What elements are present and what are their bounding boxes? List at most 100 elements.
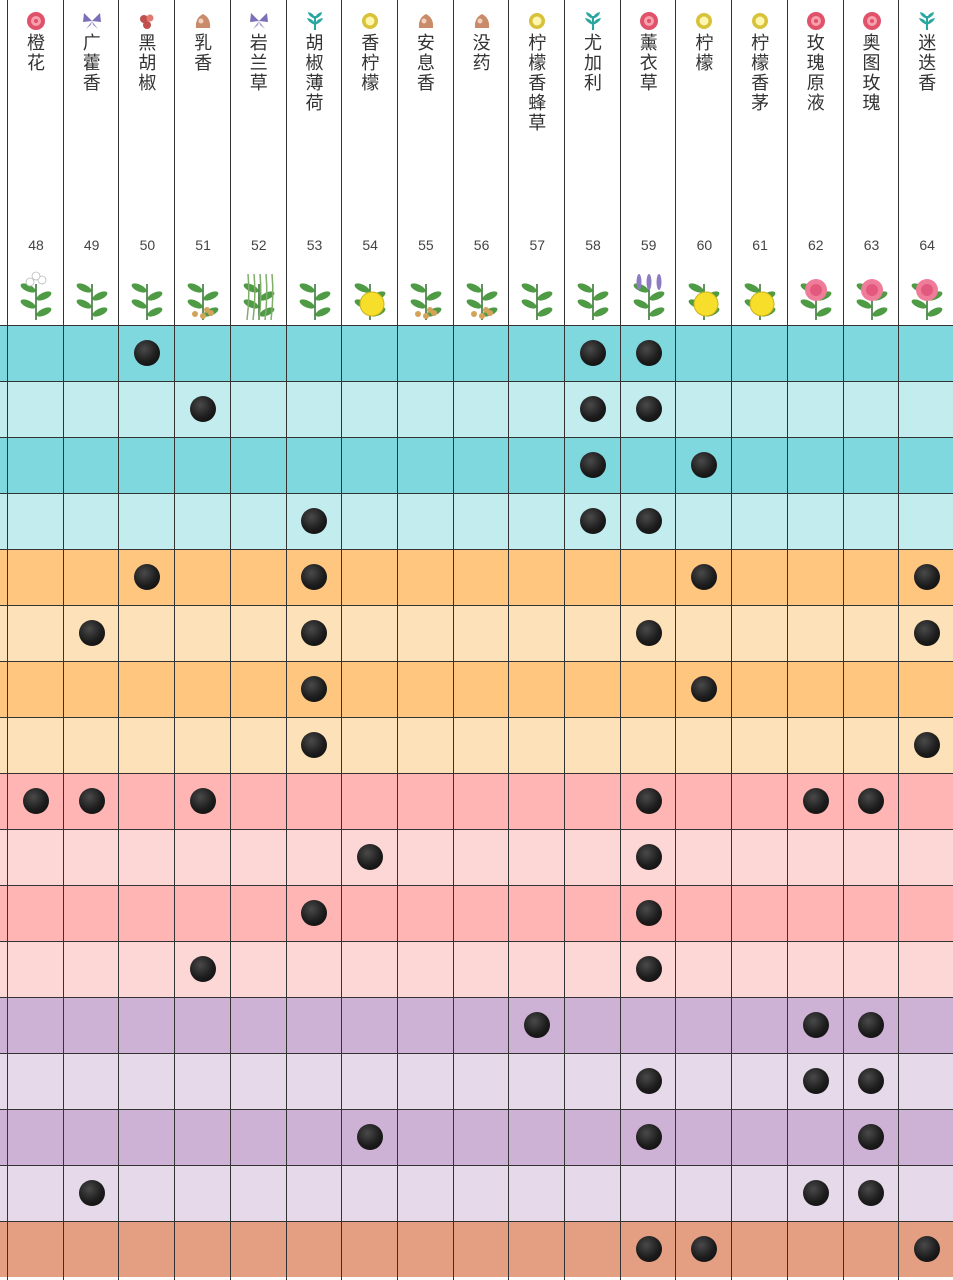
column-header: 岩兰草 52 <box>231 0 287 325</box>
indicator-dot <box>858 1180 885 1206</box>
butterfly-icon <box>81 10 103 32</box>
column-divider <box>619 0 621 1280</box>
myrrh-illustration <box>460 270 504 322</box>
column-header: 橙花 48 <box>8 0 64 325</box>
indicator-dot <box>357 844 384 870</box>
column-divider <box>675 0 677 1280</box>
oil-number: 50 <box>139 237 156 253</box>
indicator-dot <box>357 1124 384 1150</box>
table-row <box>0 1221 953 1277</box>
indicator-dot <box>914 1236 941 1262</box>
oil-number: 63 <box>863 237 880 253</box>
column-header: 安息香 55 <box>398 0 454 325</box>
indicator-dot <box>802 1068 829 1094</box>
indicator-dot <box>134 564 161 590</box>
indicator-dot <box>579 396 606 422</box>
indicator-dot <box>78 620 105 646</box>
indicator-dot <box>635 396 662 422</box>
oil-number: 48 <box>28 237 44 253</box>
oil-name: 柠檬香茅 <box>751 33 770 114</box>
indicator-dot <box>635 340 662 366</box>
indicator-dot <box>301 900 328 926</box>
patchouli-illustration <box>70 270 114 322</box>
rosemary-illustration <box>905 270 949 322</box>
table-row <box>0 773 953 829</box>
column-header: 玫瑰原液 62 <box>788 0 844 325</box>
frankincense-illustration <box>181 270 225 322</box>
table-row <box>0 885 953 941</box>
oil-name: 安息香 <box>416 33 435 94</box>
rose-absolute-illustration <box>794 270 838 322</box>
citrus-icon <box>749 10 771 32</box>
column-divider <box>7 0 8 1280</box>
indicator-dot <box>301 732 328 758</box>
oil-number: 64 <box>919 237 935 253</box>
oil-name: 柠檬 <box>695 33 714 74</box>
butterfly-icon <box>248 10 270 32</box>
oil-name: 广藿香 <box>82 33 101 94</box>
column-divider <box>229 0 231 1280</box>
indicator-dot <box>301 508 328 534</box>
indicator-dot <box>691 676 718 702</box>
indicator-dot <box>189 396 216 422</box>
indicator-dot <box>635 844 662 870</box>
lavender-illustration <box>627 270 671 322</box>
indicator-dot <box>635 956 662 982</box>
eucalyptus-illustration <box>571 270 615 322</box>
neroli-illustration <box>14 270 58 322</box>
oil-name: 奥图玫瑰 <box>862 33 881 114</box>
column-divider <box>341 0 343 1280</box>
leaf-icon <box>304 10 326 32</box>
indicator-dot <box>635 1124 662 1150</box>
column-divider <box>731 0 733 1280</box>
oil-name: 玫瑰原液 <box>806 33 825 114</box>
table-row <box>0 1165 953 1221</box>
column-divider <box>118 0 120 1280</box>
oil-name: 没药 <box>472 33 491 74</box>
column-header: 尤加利 58 <box>565 0 621 325</box>
column-divider <box>898 0 900 1280</box>
table-row <box>0 437 953 493</box>
indicator-dot <box>635 900 662 926</box>
indicator-dot <box>691 564 718 590</box>
oil-number: 58 <box>585 237 601 253</box>
leaf-icon <box>582 10 604 32</box>
column-header: 广藿香 49 <box>64 0 120 325</box>
indicator-dot <box>802 1180 829 1206</box>
peppermint-illustration <box>293 270 337 322</box>
oil-number: 49 <box>83 237 100 253</box>
indicator-dot <box>858 1068 885 1094</box>
rose-otto-illustration <box>850 270 894 322</box>
oil-number: 56 <box>473 237 490 253</box>
column-divider <box>62 0 64 1280</box>
rose-icon <box>25 10 47 32</box>
table-row <box>0 1109 953 1165</box>
table-row <box>0 493 953 549</box>
table-row <box>0 1053 953 1109</box>
indicator-dot <box>914 732 941 758</box>
oil-number: 60 <box>696 237 713 253</box>
indicator-dot <box>579 452 606 478</box>
oil-number: 59 <box>640 237 657 253</box>
leaf-icon <box>916 10 938 32</box>
column-divider <box>564 0 565 1280</box>
column-divider <box>786 0 788 1280</box>
oil-name: 橙花 <box>27 33 45 74</box>
vetiver-illustration <box>237 270 281 322</box>
indicator-dot <box>635 1068 662 1094</box>
indicator-dot <box>858 1012 885 1038</box>
oil-name: 薰衣草 <box>639 33 658 94</box>
indicator-dot <box>802 788 829 814</box>
column-header: 迷迭香 64 <box>899 0 953 325</box>
oil-name: 黑胡椒 <box>138 33 157 94</box>
column-header: 黑胡椒 50 <box>119 0 175 325</box>
indicator-dot <box>301 564 328 590</box>
resin-icon <box>415 10 437 32</box>
spice-icon <box>136 10 158 32</box>
oil-name: 香柠檬 <box>361 33 380 94</box>
oil-number: 53 <box>306 237 323 253</box>
column-header: 没药 56 <box>454 0 510 325</box>
indicator-dot <box>691 1236 718 1262</box>
table-row <box>0 381 953 437</box>
